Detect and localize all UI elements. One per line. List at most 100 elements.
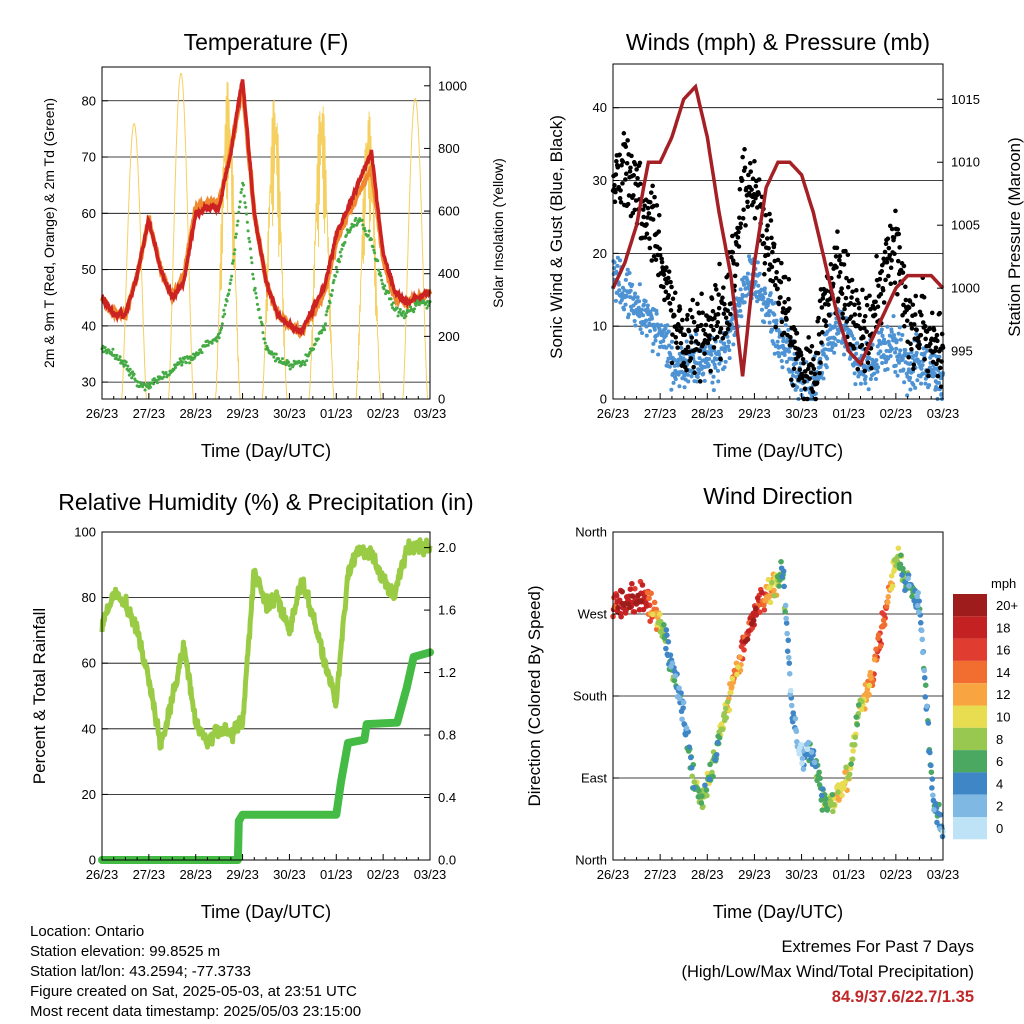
winds-xtick-label: 27/23 (644, 406, 677, 421)
station-pressure-line (611, 83, 945, 377)
winds-ytick-label: 10 (593, 319, 607, 334)
winds-series (610, 83, 946, 402)
wind-direction-ylabel: Direction (Colored By Speed) (525, 585, 544, 806)
pressure-ytick-right-label: 1010 (951, 155, 980, 170)
solar-ylabel: Solar Insolation (Yellow) (490, 158, 506, 308)
winds-xlabel: Time (Day/UTC) (713, 441, 843, 461)
wind-direction-xtick-label: 26/23 (597, 867, 630, 882)
humidity-xtick-label: 03/23 (414, 867, 447, 882)
winds-ylabel: Sonic Wind & Gust (Blue, Black) (547, 115, 566, 359)
temperature-xtick-label: 26/23 (86, 406, 119, 421)
humidity-ytick-label: 20 (82, 787, 96, 802)
wind-direction-ytick-label: South (573, 689, 607, 704)
wind-direction-points (615, 588, 759, 645)
gust-points (610, 131, 946, 402)
wind-direction-points (661, 552, 944, 833)
temperature-2m-line (100, 79, 432, 337)
winds-xtick-label: 26/23 (597, 406, 630, 421)
colorbar-label: 8 (996, 732, 1003, 747)
rainfall-ytick-right-label: 0.8 (438, 728, 456, 743)
colorbar-swatch (953, 750, 987, 773)
temperature-9m-line (99, 84, 433, 340)
temperature-ylabel: 2m & 9m T (Red, Orange) & 2m Td (Green) (41, 98, 57, 368)
rainfall-ytick-right-label: 1.2 (438, 665, 456, 680)
colorbar-swatch (953, 794, 987, 817)
wind-direction-xtick-label: 29/23 (738, 867, 771, 882)
humidity-xtick-label: 28/23 (179, 867, 212, 882)
winds-xtick-label: 01/23 (832, 406, 865, 421)
temperature-ytick-label: 30 (82, 375, 96, 390)
humidity-ytick-label: 60 (82, 656, 96, 671)
pressure-ytick-right-label: 1015 (951, 92, 980, 107)
pressure-ytick-right-label: 1005 (951, 218, 980, 233)
colorbar-label: 16 (996, 643, 1010, 658)
winds-xtick-label: 30/23 (785, 406, 818, 421)
temperature-ytick-label: 40 (82, 318, 96, 333)
winds-xtick-label: 03/23 (927, 406, 960, 421)
humidity-title: Relative Humidity (%) & Precipitation (i… (58, 489, 473, 515)
colorbar-label: 2 (996, 799, 1003, 814)
pressure-ytick-right-label: 1000 (951, 281, 980, 296)
humidity-xtick-label: 30/23 (273, 867, 306, 882)
winds-xtick-label: 28/23 (691, 406, 724, 421)
station-info: Location: Ontario Station elevation: 99.… (30, 922, 361, 1022)
humidity-xtick-label: 29/23 (226, 867, 259, 882)
wind-direction-series (610, 545, 946, 840)
temperature-xtick-label: 02/23 (367, 406, 400, 421)
colorbar-label: 12 (996, 687, 1010, 702)
wind-direction-ytick-label: North (575, 853, 607, 868)
wind-direction-xtick-label: 27/23 (644, 867, 677, 882)
colorbar-swatch (953, 817, 987, 840)
humidity-xtick-label: 26/23 (86, 867, 119, 882)
temperature-ytick-label: 80 (82, 93, 96, 108)
temperature-ytick-label: 70 (82, 150, 96, 165)
temperature-series (99, 79, 433, 392)
colorbar-label: 20+ (996, 598, 1018, 613)
temperature-xtick-label: 03/23 (414, 406, 447, 421)
wind-direction-ytick-label: West (578, 607, 608, 622)
wind-direction-title: Wind Direction (703, 483, 853, 509)
data-timestamp: Most recent data timestamp: 2025/05/03 2… (30, 1003, 362, 1020)
temperature-ytick-label: 60 (82, 206, 96, 221)
winds-ytick-label: 40 (593, 100, 607, 115)
humidity-xlabel: Time (Day/UTC) (201, 902, 331, 922)
extremes-heading: Extremes For Past 7 Days (781, 938, 974, 956)
total-rainfall-line (98, 648, 434, 864)
rainfall-ytick-right-label: 2.0 (438, 540, 456, 555)
temperature-xtick-label: 30/23 (273, 406, 306, 421)
humidity-xtick-label: 01/23 (320, 867, 353, 882)
colorbar-label: 6 (996, 754, 1003, 769)
extremes-subheading: (High/Low/Max Wind/Total Precipitation) (681, 963, 974, 981)
colorbar-swatch (953, 705, 987, 728)
solar-ytick-right-label: 800 (438, 141, 460, 156)
humidity-ytick-label: 40 (82, 721, 96, 736)
relative-humidity-line (99, 537, 433, 751)
rainfall-ytick-right-label: 0.4 (438, 790, 456, 805)
temperature-xlabel: Time (Day/UTC) (201, 441, 331, 461)
colorbar-swatch (953, 594, 987, 617)
colorbar-swatch (953, 772, 987, 795)
winds-ticks: 0 10 20 30 40 995 1000 1005 1010 1015 26/23 27/23 28… (593, 92, 980, 421)
station-location: Location: Ontario (30, 923, 145, 940)
winds-ytick-label: 0 (600, 392, 607, 407)
extremes-block: Extremes For Past 7 Days (High/Low/Max W… (681, 935, 974, 1010)
winds-panel: 0 10 20 30 40 995 1000 1005 1010 1015 26/23 27/23 28… (547, 29, 1024, 461)
wind-direction-xtick-label: 01/23 (832, 867, 865, 882)
humidity-ytick-label: 100 (74, 525, 96, 540)
colorbar-label: 0 (996, 821, 1003, 836)
solar-ytick-right-label: 600 (438, 204, 460, 219)
humidity-series (98, 537, 434, 864)
solar-ytick-right-label: 1000 (438, 78, 467, 93)
wind-direction-ytick-label: North (575, 525, 607, 540)
temperature-ytick-label: 50 (82, 262, 96, 277)
solar-ytick-right-label: 200 (438, 329, 460, 344)
temperature-xtick-label: 01/23 (320, 406, 353, 421)
station-elevation: Station elevation: 99.8525 m (30, 943, 221, 960)
humidity-xtick-label: 27/23 (133, 867, 166, 882)
winds-ytick-label: 30 (593, 173, 607, 188)
temperature-xtick-label: 28/23 (179, 406, 212, 421)
colorbar-swatch (953, 638, 987, 661)
